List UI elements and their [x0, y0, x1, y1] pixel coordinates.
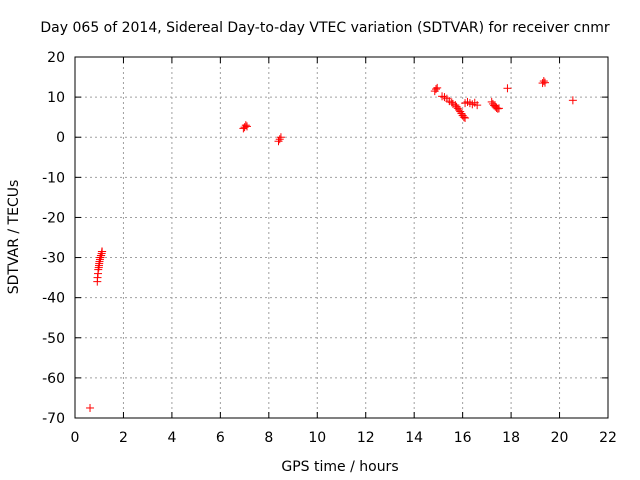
data-point	[473, 101, 482, 110]
x-tick-label: 16	[454, 430, 472, 446]
y-tick-label: 0	[56, 130, 65, 146]
data-point	[274, 137, 283, 146]
data-point	[243, 122, 252, 131]
x-tick-label: 14	[405, 430, 423, 446]
data-point	[433, 83, 442, 92]
y-tick-label: -70	[42, 411, 65, 427]
data-point	[541, 78, 550, 87]
y-tick-label: -30	[42, 251, 65, 267]
data-point	[241, 121, 250, 130]
data-points	[86, 77, 577, 412]
y-tick-label: 20	[47, 50, 65, 66]
x-tick-label: 10	[308, 430, 326, 446]
plot-frame	[74, 56, 609, 419]
data-point	[539, 77, 548, 86]
data-point	[276, 133, 285, 142]
y-tick-label: -10	[42, 170, 65, 186]
y-axis-label: SDTVAR / TECUs	[6, 180, 22, 295]
chart-title: Day 065 of 2014, Sidereal Day-to-day VTE…	[40, 20, 609, 36]
grid	[75, 57, 608, 418]
data-point	[503, 84, 512, 93]
x-tick-label: 20	[551, 430, 569, 446]
y-tick-label: 10	[47, 90, 65, 106]
x-tick-label: 8	[264, 430, 273, 446]
data-point	[86, 403, 95, 412]
data-point	[461, 113, 470, 122]
x-tick-label: 4	[167, 430, 176, 446]
x-tick-label: 6	[216, 430, 225, 446]
y-tick-label: -20	[42, 210, 65, 226]
data-point	[568, 96, 577, 105]
data-point	[431, 85, 440, 94]
x-axis-ticks: 0 2 4 6 8 10 12 14 16 18 20 22	[71, 57, 617, 446]
data-point	[494, 104, 503, 113]
data-point	[98, 247, 107, 256]
y-tick-label: -50	[42, 331, 65, 347]
x-tick-label: 2	[119, 430, 128, 446]
x-tick-label: 18	[502, 430, 520, 446]
x-tick-label: 0	[71, 430, 80, 446]
y-axis-ticks: -70 -60 -50 -40 -30 -20 -10 0 10 20	[42, 50, 608, 427]
data-point	[459, 113, 468, 122]
x-tick-label: 12	[357, 430, 375, 446]
data-point	[456, 107, 465, 116]
y-tick-label: -40	[42, 291, 65, 307]
x-axis-label: GPS time / hours	[281, 459, 398, 475]
y-tick-label: -60	[42, 371, 65, 387]
x-tick-label: 22	[599, 430, 617, 446]
data-point	[275, 135, 284, 144]
